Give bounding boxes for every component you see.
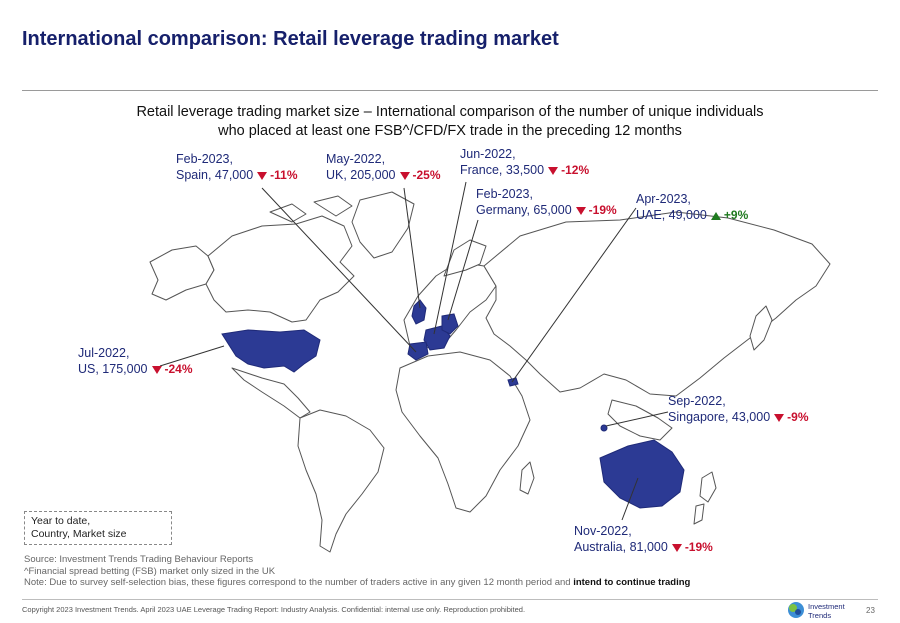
arrow-down-icon (575, 206, 586, 215)
arrow-down-icon (671, 543, 682, 552)
leader-uae (511, 207, 637, 383)
callout-uk-label: UK, 205,000 (326, 168, 396, 182)
land-southeast-asia (607, 399, 673, 441)
land-new-zealand (693, 471, 717, 525)
land-africa (395, 351, 531, 513)
land-russia-asia (483, 211, 831, 397)
callout-australia-date: Nov-2022, (574, 524, 632, 538)
callout-australia-label: Australia, 81,000 (574, 540, 668, 554)
highlight-uk (411, 299, 427, 325)
callout-france: Jun-2022, France, 33,500 -12% (460, 146, 589, 178)
callout-germany-change: -19% (588, 203, 617, 217)
note-selection: Note: Due to survey self-selection bias,… (24, 577, 884, 589)
callout-australia-change: -19% (684, 540, 713, 554)
arrow-down-icon (257, 171, 268, 180)
callout-australia: Nov-2022, Australia, 81,000 -19% (574, 523, 713, 555)
callout-france-change: -12% (561, 163, 590, 177)
leader-uk (403, 187, 421, 309)
source-notes: Source: Investment Trends Trading Behavi… (24, 554, 884, 589)
land-alaska (149, 245, 215, 301)
land-greenland (351, 191, 415, 259)
land-madagascar (519, 461, 535, 495)
note-source: Source: Investment Trends Trading Behavi… (24, 554, 254, 565)
callout-singapore-label: Singapore, 43,000 (668, 410, 771, 424)
callout-uae: Apr-2023, UAE, 49,000 +9% (636, 191, 748, 223)
arrow-down-icon (774, 413, 785, 422)
land-canada-islands (269, 195, 353, 223)
callout-spain-change: -11% (270, 168, 298, 182)
callout-germany: Feb-2023, Germany, 65,000 -19% (476, 186, 617, 218)
land-mexico (231, 367, 311, 419)
callout-germany-label: Germany, 65,000 (476, 203, 572, 217)
land-south-america (297, 409, 385, 553)
land-scandinavia (443, 239, 487, 277)
callout-us-date: Jul-2022, (78, 346, 130, 360)
callout-uk-date: May-2022, (326, 152, 386, 166)
investment-trends-logo (788, 602, 804, 618)
callout-spain-date: Feb-2023, (176, 152, 233, 166)
callout-spain-label: Spain, 47,000 (176, 168, 254, 182)
arrow-down-icon (151, 365, 162, 374)
highlight-australia (599, 439, 685, 509)
page-number: 23 (866, 606, 875, 615)
page-title: International comparison: Retail leverag… (22, 28, 559, 50)
callout-france-date: Jun-2022, (460, 147, 516, 161)
callout-uae-change: +9% (723, 208, 749, 222)
highlight-singapore (600, 424, 608, 432)
land-canada (205, 215, 355, 323)
callout-us-change: -24% (164, 362, 193, 376)
leader-australia (621, 477, 639, 521)
highlight-spain (407, 341, 429, 361)
logo-wordmark: Investment Trends (808, 602, 845, 620)
land-japan (749, 305, 773, 351)
callout-uae-label: UAE, 49,000 (636, 208, 707, 222)
legend-box: Year to date, Country, Market size (24, 511, 172, 545)
callout-singapore-change: -9% (787, 410, 809, 424)
callout-spain: Feb-2023, Spain, 47,000 -11% (176, 151, 298, 183)
leader-us (159, 345, 225, 367)
callout-singapore-date: Sep-2022, (668, 394, 726, 408)
callout-germany-date: Feb-2023, (476, 187, 533, 201)
arrow-up-icon (710, 211, 721, 220)
note-selection-bold: intend to continue trading (573, 577, 691, 588)
map-subtitle: Retail leverage trading market size – In… (60, 103, 840, 141)
highlight-germany (441, 313, 459, 335)
callout-us-label: US, 175,000 (78, 362, 148, 376)
legend-line-1: Year to date, (31, 515, 91, 527)
callout-uk-change: -25% (412, 168, 441, 182)
subtitle-line-1: Retail leverage trading market size – In… (136, 104, 764, 120)
note-selection-text: Note: Due to survey self-selection bias,… (24, 577, 571, 588)
logo-line-2: Trends (808, 610, 832, 620)
callout-us: Jul-2022, US, 175,000 -24% (78, 345, 193, 377)
arrow-down-icon (548, 166, 559, 175)
copyright-text: Copyright 2023 Investment Trends. April … (22, 605, 526, 614)
logo-line-1: Investment (808, 602, 845, 611)
leader-germany (447, 219, 479, 321)
highlight-us (221, 329, 321, 373)
callout-france-label: France, 33,500 (460, 163, 545, 177)
note-fsb: ^Financial spread betting (FSB) market o… (24, 565, 276, 577)
leader-france (433, 181, 467, 335)
leader-singapore (605, 411, 669, 427)
subtitle-line-2: who placed at least one FSB^/CFD/FX trad… (218, 123, 682, 139)
footer-divider (22, 599, 878, 600)
callout-singapore: Sep-2022, Singapore, 43,000 -9% (668, 393, 809, 425)
leader-spain (261, 187, 417, 353)
arrow-down-icon (399, 171, 410, 180)
title-divider (22, 90, 878, 91)
callout-uk: May-2022, UK, 205,000 -25% (326, 151, 441, 183)
highlight-uae (507, 377, 519, 387)
legend-line-2: Country, Market size (31, 528, 127, 540)
callout-uae-date: Apr-2023, (636, 192, 691, 206)
